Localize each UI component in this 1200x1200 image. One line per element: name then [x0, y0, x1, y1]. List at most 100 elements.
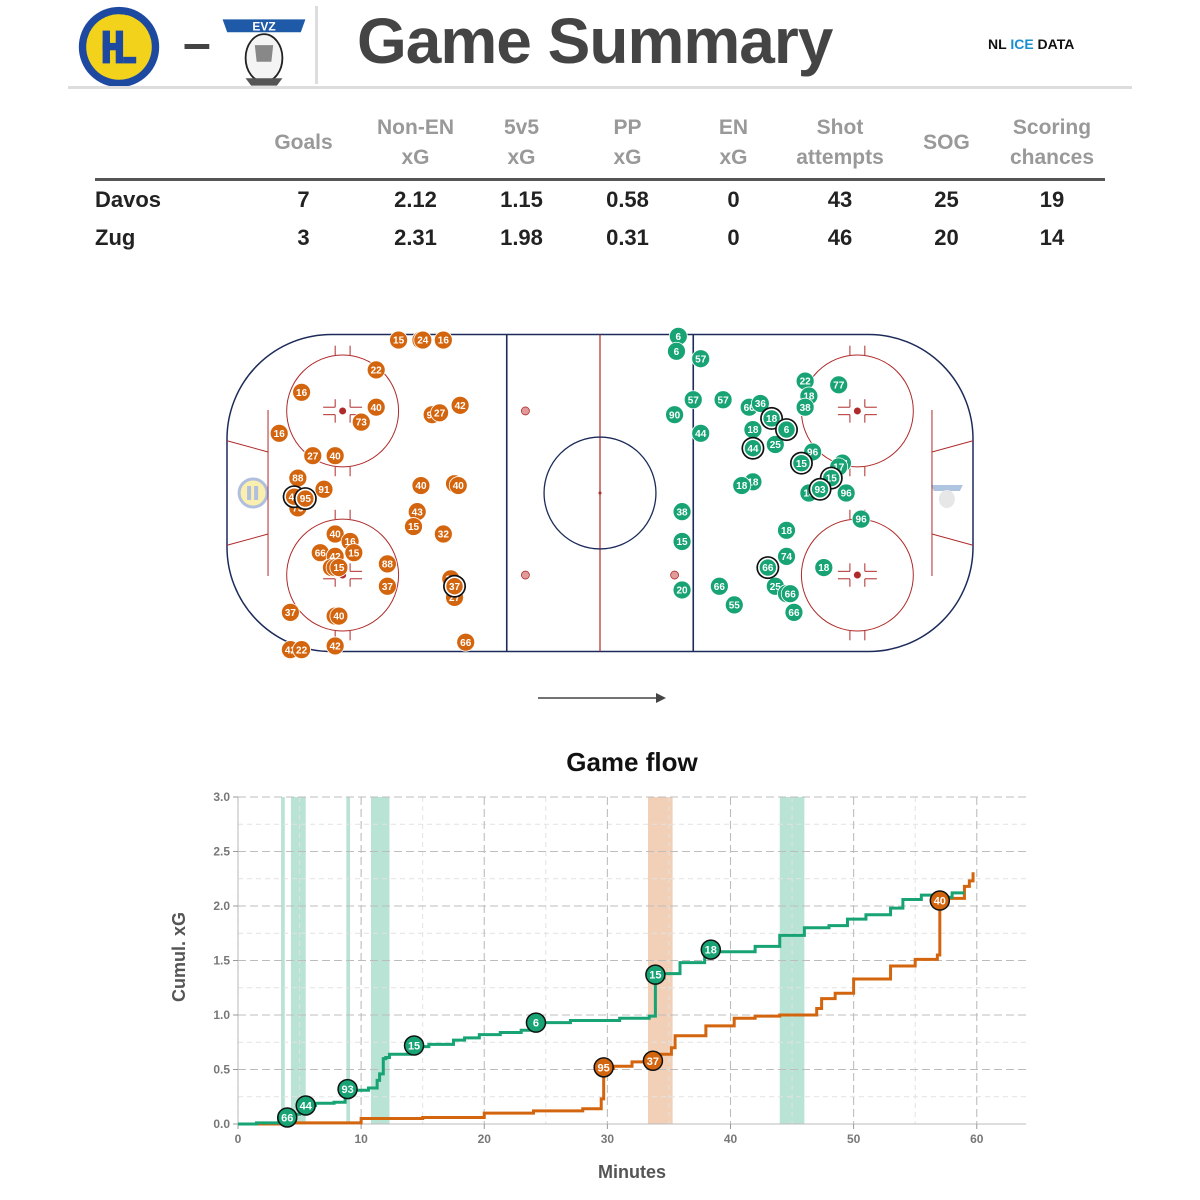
shot-player-number: 37 — [285, 608, 297, 619]
goal-marker-circle — [700, 939, 722, 960]
center-circle — [543, 436, 657, 550]
stats-row-zug: Zug 3 2.31 1.98 0.31 0 46 20 14 — [95, 219, 1105, 257]
shot-player-number: 42 — [285, 645, 297, 656]
shot-dot — [810, 479, 830, 500]
x-tick-label: 0 — [235, 1132, 242, 1146]
shot-dot — [344, 543, 364, 563]
zug-shot: 42 — [325, 636, 345, 656]
faceoff-circle — [286, 354, 400, 468]
stats-header-row: Goals Non-EN xG 5v5 xG PP xG EN xG Shot attem… — [95, 108, 1105, 180]
faceoff-dot — [853, 407, 861, 415]
shot-dot — [329, 558, 349, 578]
davos-logo-l-foot — [123, 56, 137, 64]
shot-player-number: 38 — [800, 403, 812, 414]
shot-dot — [411, 476, 431, 495]
goal-marker-number: 93 — [341, 1084, 353, 1096]
chart-series — [238, 872, 975, 1126]
shot-dot — [691, 423, 711, 443]
shot-player-number: 66 — [315, 548, 327, 559]
goal-marker-number: 18 — [705, 945, 717, 957]
shot-dot — [450, 395, 470, 415]
stats-header: SOG — [923, 131, 970, 154]
shot-dot — [314, 479, 334, 499]
y-tick-label: 3.0 — [213, 790, 230, 804]
zug-shot: 91 — [314, 479, 334, 499]
shot-player-number: 22 — [296, 645, 308, 656]
shot-dot — [765, 435, 785, 454]
davos-goal-marker: 15 — [403, 1035, 425, 1056]
evz-logo-banner — [222, 19, 306, 33]
davos-rink-logo-h — [247, 486, 252, 500]
evz-logo-text: EVZ — [252, 19, 275, 33]
davos-goal-marker: 93 — [337, 1078, 358, 1100]
shot-dot — [691, 349, 711, 369]
shot-player-number: 57 — [695, 354, 707, 365]
game-flow-chart: Game flow 0.0 0.5 1.0 1.5 2.0 2.5 3.0 0 10 20 30 40… — [169, 747, 1026, 1182]
zug-shot: 43 — [407, 502, 427, 522]
davos-shot: 18 — [814, 558, 834, 578]
goal-marker-circle — [295, 1095, 316, 1116]
zug-shot: 40 — [411, 476, 431, 495]
goal-marker-number: 66 — [281, 1112, 293, 1124]
stats-header: EN xG — [718, 116, 749, 169]
davos-shot: 57 — [691, 349, 711, 369]
shot-player-number: 27 — [307, 451, 319, 462]
header: HOCKEY CLUB DAVOS – EVZ Game Summary NL … — [0, 0, 1200, 90]
shot-player-number: 66 — [714, 582, 726, 593]
evz-logo: EVZ — [222, 19, 306, 86]
davos-rink-logo-circle — [237, 477, 269, 509]
goal-marker-circle — [929, 890, 951, 911]
shot-player-number: 18 — [803, 489, 815, 500]
shot-dot — [377, 576, 397, 596]
goal-marker-number: 95 — [598, 1062, 610, 1074]
stat-cell: 46 — [827, 225, 853, 250]
shot-dot — [665, 405, 685, 425]
neutral-faceoff-dot — [670, 570, 680, 580]
rink-lines — [226, 333, 974, 653]
stats-row-davos: Davos 7 2.12 1.15 0.58 0 43 25 19 — [95, 180, 1105, 220]
davos-shot: 55 — [724, 595, 744, 615]
goal-marker-number: 6 — [533, 1018, 539, 1030]
shot-player-number: 44 — [747, 444, 759, 455]
shot-dot — [366, 360, 386, 380]
zug-shot: 42 — [450, 395, 470, 415]
shot-player-number: 18 — [747, 425, 759, 436]
y-tick-label: 1.0 — [213, 1008, 230, 1022]
shot-dot — [295, 488, 316, 509]
shot-player-number: 15 — [393, 336, 405, 347]
davos-shot: 18 — [732, 476, 752, 495]
neutral-faceoff-dot — [520, 406, 530, 416]
shot-player-number: 24 — [417, 336, 429, 347]
shot-dot — [366, 397, 386, 417]
faceoff-dot — [853, 571, 861, 579]
davos-goal-marker: 6 — [525, 1012, 547, 1033]
davos-goal: 93 — [808, 477, 832, 501]
goal-marker-number: 37 — [647, 1056, 659, 1068]
shot-dot — [750, 394, 770, 413]
shot-player-number: 88 — [292, 474, 304, 485]
shot-player-number: 57 — [718, 395, 730, 406]
rink-logos — [237, 477, 963, 509]
y-tick-label: 1.5 — [213, 954, 230, 968]
y-axis-label: Cumul. xG — [169, 912, 189, 1002]
shot-player-number: 15 — [408, 522, 420, 533]
shot-dot — [292, 382, 311, 402]
davos-shot: 38 — [795, 397, 815, 417]
evz-rink-logo-knight — [938, 490, 955, 508]
stats-header: Shot attempts — [796, 116, 884, 169]
stat-cell: 2.31 — [394, 225, 437, 250]
davos-shot: 77 — [829, 375, 849, 395]
davos-shot: 6 — [667, 341, 686, 361]
shot-player-number: 57 — [688, 395, 700, 406]
shot-dot — [292, 640, 311, 660]
chart-title: Game flow — [566, 747, 698, 777]
shot-player-number: 32 — [438, 530, 450, 541]
zug-shot: 16 — [269, 423, 289, 443]
shot-player-number: 16 — [274, 429, 286, 440]
zug-shot: 40 — [329, 606, 349, 626]
shot-player-number: 66 — [744, 403, 756, 414]
davos-goal-marker: 66 — [277, 1107, 298, 1128]
shot-player-number: 90 — [669, 410, 681, 421]
shot-player-number: 40 — [371, 403, 383, 414]
shot-dot — [672, 532, 692, 551]
